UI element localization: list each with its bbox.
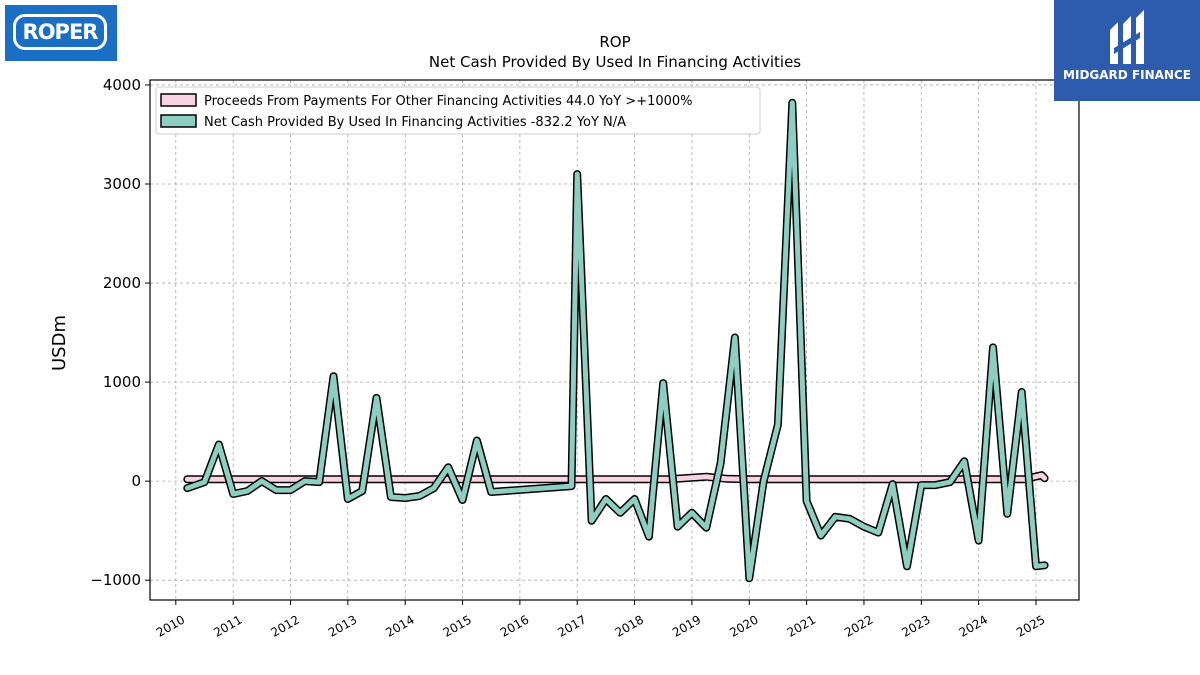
legend-swatch — [160, 93, 197, 107]
x-tick-label: 2020 — [727, 612, 760, 639]
x-tick-label: 2014 — [383, 612, 416, 639]
x-tick-label: 2016 — [498, 612, 531, 639]
x-tick-label: 2010 — [154, 612, 187, 639]
y-axis-label: USDm — [49, 315, 70, 371]
x-tick-label: 2013 — [326, 612, 359, 639]
roper-logo: ROPER — [5, 5, 117, 61]
x-tick-label: 2012 — [269, 612, 302, 639]
y-tick-label: 0 — [131, 472, 141, 490]
y-tick-label: −1000 — [90, 571, 141, 589]
legend-box — [155, 86, 761, 135]
x-tick-label: 2023 — [899, 612, 932, 639]
y-tick-label: 3000 — [103, 175, 141, 193]
midgard-emblem-icon — [1110, 10, 1144, 64]
roper-logo-text: ROPER — [22, 20, 99, 44]
x-tick-label: 2022 — [842, 612, 875, 639]
x-tick-label: 2019 — [670, 612, 703, 639]
series-layer — [183, 98, 1049, 583]
x-tick-label: 2024 — [957, 612, 990, 639]
y-tick-label: 1000 — [103, 373, 141, 391]
legend-swatch — [160, 114, 197, 128]
x-tick-label: 2018 — [613, 612, 646, 639]
x-tick-label: 2017 — [555, 612, 588, 639]
x-tick-label: 2015 — [441, 612, 474, 639]
x-tick-label: 2025 — [1014, 612, 1047, 639]
series-net-cash-financing-line — [184, 100, 1048, 581]
x-tick-label: 2021 — [785, 612, 818, 639]
y-tick-label: 2000 — [103, 274, 141, 292]
legend: Proceeds From Payments For Other Financi… — [155, 86, 761, 135]
roper-logo-frame: ROPER — [13, 14, 107, 50]
grid — [150, 80, 1079, 600]
plot-area-frame — [149, 79, 1080, 601]
chart-subtitle: Net Cash Provided By Used In Financing A… — [429, 53, 801, 71]
x-tick-label: 2011 — [211, 612, 244, 639]
legend-label: Proceeds From Payments For Other Financi… — [204, 94, 693, 109]
y-tick-label: 4000 — [103, 76, 141, 94]
legend-label: Net Cash Provided By Used In Financing A… — [204, 115, 626, 130]
midgard-logo-text: MIDGARD FINANCE — [1063, 68, 1191, 82]
chart-title: ROP — [599, 33, 630, 51]
midgard-logo: MIDGARD FINANCE — [1054, 0, 1200, 101]
series-proceeds-other-financing-line — [184, 472, 1048, 482]
